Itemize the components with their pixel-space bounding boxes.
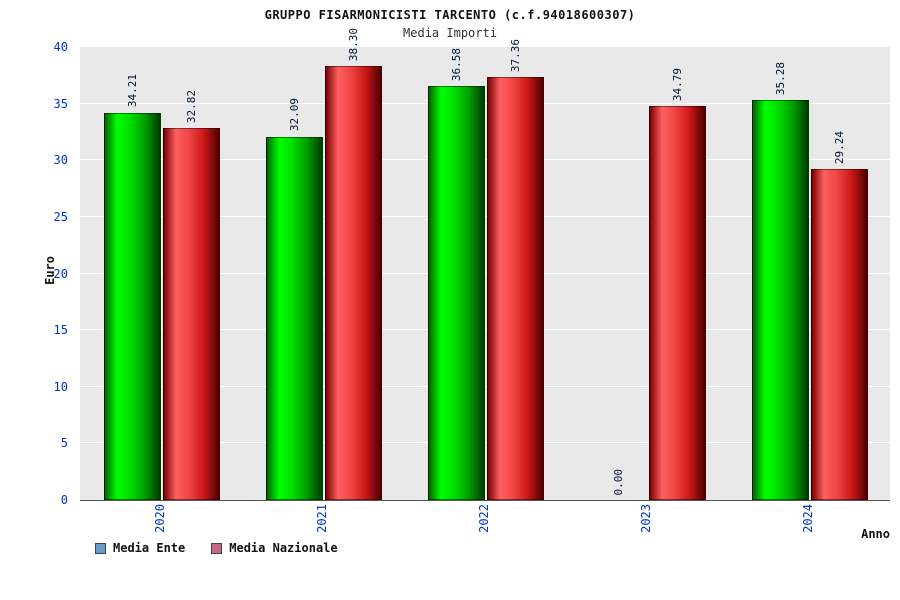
bar-value-label: 0.00	[611, 468, 625, 496]
y-axis-ticks: 0 5 10 15 20 25 30 35 40	[0, 40, 74, 507]
gridline	[80, 46, 890, 47]
y-tick-label: 5	[60, 436, 68, 451]
legend-item-media-ente: Media Ente	[95, 541, 185, 555]
x-tick-label-2024: 2024	[801, 504, 815, 533]
bar-media-nazionale-2022	[487, 76, 544, 500]
plot-area: 34.21 32.82 32.09 38.30 36.58 37.36 0.00 34.79 3…	[80, 28, 890, 501]
x-tick-label-2021: 2021	[315, 504, 329, 533]
y-tick-label: 35	[53, 96, 68, 111]
bar-media-nazionale-2020	[163, 128, 220, 500]
y-tick-label: 40	[53, 40, 68, 54]
bar-media-nazionale-2023	[649, 106, 706, 500]
y-tick-label: 20	[53, 266, 68, 281]
bar-value-label: 32.09	[287, 98, 301, 132]
gridline	[80, 272, 890, 274]
gridline	[80, 215, 890, 217]
bar-value-label: 38.30	[346, 28, 360, 62]
y-tick-label: 10	[53, 379, 68, 394]
y-tick-label: 25	[53, 209, 68, 224]
legend-label-media-nazionale: Media Nazionale	[229, 541, 338, 555]
y-tick-label: 0	[60, 493, 68, 507]
gridline	[80, 385, 890, 387]
bar-value-label: 36.58	[449, 47, 463, 81]
chart-subtitle: Media Importi	[403, 26, 497, 40]
gridline	[80, 102, 890, 104]
bar-value-label: 34.79	[670, 67, 684, 102]
gridline	[80, 442, 890, 444]
bar-media-ente-2020	[104, 112, 161, 500]
legend-marker-media-nazionale	[211, 542, 223, 554]
y-tick-label: 30	[53, 153, 68, 168]
bar-media-ente-2021	[266, 136, 323, 500]
bar-media-nazionale-2021	[325, 66, 382, 500]
bar-value-label: 35.28	[773, 62, 787, 96]
bar-value-label: 34.21	[125, 74, 139, 108]
bar-value-label: 29.24	[832, 130, 846, 164]
legend-label-media-ente: Media Ente	[113, 541, 186, 555]
y-tick-label: 15	[53, 323, 68, 338]
bar-media-nazionale-2024	[811, 168, 868, 500]
gridline	[80, 329, 890, 331]
x-axis-title: Anno	[861, 527, 890, 541]
legend: Media Ente Media Nazionale	[95, 541, 338, 555]
gridline	[80, 159, 890, 161]
chart-title: GRUPPO FISARMONICISTI TARCENTO (c.f.9401…	[264, 8, 636, 22]
bar-media-ente-2022	[428, 85, 485, 500]
x-tick-label-2020: 2020	[153, 504, 167, 533]
legend-item-media-nazionale: Media Nazionale	[211, 541, 338, 555]
legend-marker-media-ente	[95, 542, 106, 554]
bar-value-label: 32.82	[184, 90, 198, 124]
x-tick-label-2023: 2023	[639, 504, 653, 533]
bar-media-ente-2024	[752, 100, 809, 500]
x-tick-label-2022: 2022	[477, 504, 491, 533]
bar-value-label: 37.36	[508, 38, 522, 72]
